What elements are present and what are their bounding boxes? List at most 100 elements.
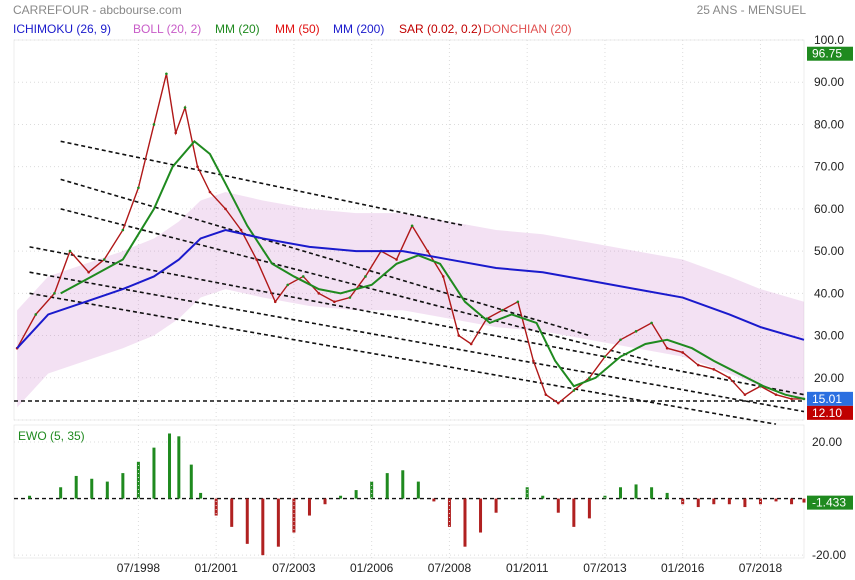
ewo-bar — [525, 487, 529, 499]
price-point — [239, 228, 243, 232]
price-tick-label: 60.00 — [814, 202, 844, 216]
high-price-tag-label: 96.75 — [812, 47, 842, 61]
ewo-bar — [189, 464, 193, 499]
price-point — [102, 258, 106, 261]
ewo-bar — [261, 498, 265, 556]
price-point — [665, 346, 669, 350]
price-point — [516, 300, 520, 304]
price-panel-frame — [13, 39, 805, 421]
price-point — [634, 330, 638, 333]
ewo-bar — [230, 498, 234, 527]
price-point — [53, 292, 56, 295]
price-point — [501, 308, 504, 312]
price-point — [650, 321, 653, 325]
price-point — [728, 376, 731, 380]
legend-item: BOLL (20, 2) — [133, 22, 201, 36]
price-point — [457, 334, 461, 337]
price-tick-label: 40.00 — [814, 286, 844, 300]
ewo-bar — [276, 498, 280, 547]
price-point — [273, 300, 277, 304]
ewo-bar — [245, 498, 249, 544]
indicator-legend: ICHIMOKU (26, 9) BOLL (20, 2) MM (20) MM (5… — [13, 22, 572, 36]
time-tick-label: 07/1998 — [117, 561, 161, 575]
legend-item: MM (50) — [275, 22, 320, 36]
ewo-bar — [556, 498, 560, 513]
price-point — [196, 165, 199, 168]
ewo-bar — [214, 498, 218, 516]
price-point — [556, 401, 560, 405]
trend-line — [60, 140, 466, 227]
price-tick-label: 50.00 — [814, 244, 844, 258]
ewo-bar — [177, 436, 181, 499]
price-point — [87, 270, 90, 274]
ewo-bar — [618, 487, 622, 499]
ewo-bar — [712, 498, 716, 505]
price-point — [426, 249, 429, 253]
ewo-bar — [463, 498, 467, 547]
price-point — [681, 351, 685, 354]
ewo-bar — [727, 498, 731, 505]
price-point — [333, 300, 336, 304]
ewo-bar — [802, 498, 806, 503]
trend-line — [29, 246, 805, 396]
ewo-bar — [385, 473, 389, 499]
price-point — [286, 283, 290, 287]
price-point — [183, 106, 187, 109]
price-point — [224, 207, 227, 211]
ewo-bars — [28, 433, 806, 556]
price-axis: 20.00 30.00 40.00 50.00 60.00 70.00 80.00 90.00… — [814, 33, 844, 385]
ewo-bar — [136, 461, 140, 499]
ichimoku-cloud — [17, 192, 805, 408]
ewo-bar — [447, 498, 451, 527]
price-point — [137, 186, 140, 190]
last-price-tag-label: 15.01 — [812, 392, 842, 406]
ewo-bar — [199, 492, 203, 499]
trend-lines — [14, 140, 805, 426]
sar-tag-box — [807, 405, 853, 420]
ewo-value-box — [807, 495, 853, 510]
price-point — [301, 275, 305, 278]
price-point — [152, 123, 156, 126]
time-tick-label: 01/2016 — [661, 561, 705, 575]
price-point — [165, 72, 168, 76]
price-point — [696, 363, 700, 367]
price-point — [364, 275, 367, 278]
price-point — [255, 258, 258, 261]
ewo-bar — [152, 447, 156, 499]
ewo-bar — [494, 498, 498, 513]
legend-item: SAR (0.02, 0.2) — [399, 22, 482, 36]
price-point — [68, 249, 72, 253]
price-series — [15, 72, 806, 405]
ewo-tick-label: 20.00 — [812, 435, 842, 449]
ewo-bar — [292, 498, 296, 533]
time-axis: 07/1998 01/2001 07/2003 01/2006 07/2008 01/20… — [117, 425, 782, 575]
ewo-bar — [650, 487, 654, 499]
ewo-bar — [432, 498, 436, 502]
price-panel: 20.00 30.00 40.00 50.00 60.00 70.00 80.00 90.00… — [13, 33, 853, 426]
ewo-bar — [743, 498, 747, 508]
price-point — [532, 359, 535, 363]
ewo-bar — [59, 487, 63, 499]
price-point — [712, 368, 716, 371]
ewo-grid — [14, 441, 804, 556]
ewo-title: EWO (5, 35) — [18, 429, 85, 443]
ewo-panel-frame — [13, 424, 805, 559]
ewo-bar — [28, 495, 32, 499]
price-point — [469, 342, 473, 346]
time-tick-label: 07/2008 — [428, 561, 472, 575]
price-tick-label: 80.00 — [814, 117, 844, 131]
ma200-line — [16, 228, 805, 349]
price-point — [544, 393, 548, 396]
price-tick-label: 90.00 — [814, 75, 844, 89]
high-price-tag-box — [807, 46, 853, 61]
ewo-panel: EWO (5, 35) 20.00 -20.00 -1.433 — [13, 424, 853, 562]
trend-line — [60, 178, 590, 337]
price-point — [317, 292, 321, 295]
ewo-value-label: -1.433 — [812, 496, 846, 510]
ewo-bar — [416, 481, 420, 499]
ewo-bar — [121, 473, 125, 499]
time-tick-label: 07/2013 — [583, 561, 627, 575]
legend-item: DONCHIAN (20) — [483, 22, 572, 36]
